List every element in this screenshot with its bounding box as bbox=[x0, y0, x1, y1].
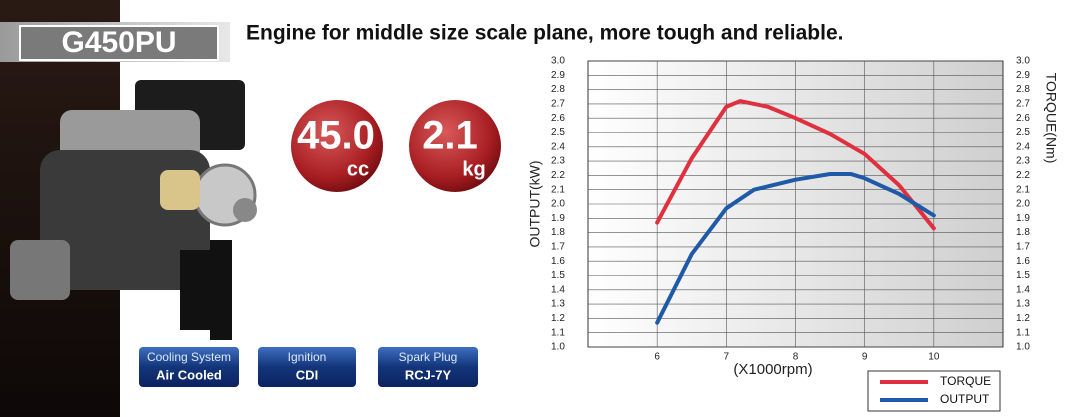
spec-value: Air Cooled bbox=[156, 367, 222, 382]
y2-axis-label: TORQUE(Nm) bbox=[1043, 73, 1059, 164]
y2-tick-label: 1.0 bbox=[1016, 342, 1030, 353]
badge-unit: cc bbox=[347, 158, 369, 180]
y2-tick-label: 2.7 bbox=[1016, 99, 1030, 110]
spec-label: Ignition bbox=[288, 350, 327, 364]
badge-unit: kg bbox=[462, 158, 485, 180]
y2-tick-label: 1.9 bbox=[1016, 213, 1030, 224]
y-tick-label: 1.2 bbox=[551, 313, 565, 324]
legend-label: OUTPUT bbox=[940, 392, 990, 406]
line-series bbox=[655, 99, 936, 231]
y-tick-label: 2.6 bbox=[551, 113, 565, 124]
y-tick-label: 1.9 bbox=[551, 213, 565, 224]
badge-value: 2.1 bbox=[422, 114, 478, 158]
y-tick-label: 1.1 bbox=[551, 327, 565, 338]
y2-tick-label: 2.8 bbox=[1016, 84, 1030, 95]
y2-tick-label: 2.2 bbox=[1016, 170, 1030, 181]
y-tick-label: 1.8 bbox=[551, 227, 565, 238]
engine-illustration bbox=[10, 80, 257, 340]
y2-tick-label: 2.9 bbox=[1016, 70, 1030, 81]
y2-tick-label: 2.1 bbox=[1016, 184, 1030, 195]
y-tick-label: 2.5 bbox=[551, 127, 565, 138]
x-axis-label: (X1000rpm) bbox=[733, 361, 812, 378]
y-tick-label: 3.0 bbox=[551, 56, 565, 67]
y2-tick-label: 3.0 bbox=[1016, 56, 1030, 67]
y2-tick-label: 2.4 bbox=[1016, 141, 1030, 152]
chart: 1.0 1.1 1.2 1.3 1.4 1.5 1.6 1.7 1.8 1.9 2.0 2.1 2.2 2… bbox=[551, 56, 1030, 363]
legend bbox=[867, 370, 1001, 412]
y2-tick-label: 1.8 bbox=[1016, 227, 1030, 238]
y-tick-label: 1.6 bbox=[551, 256, 565, 267]
y-tick-label: 2.4 bbox=[551, 141, 565, 152]
y-tick-label: 1.7 bbox=[551, 242, 565, 253]
spec-label: Cooling System bbox=[147, 350, 231, 364]
headline: Engine for middle size scale plane, more… bbox=[246, 22, 843, 45]
spec-label: Spark Plug bbox=[399, 350, 458, 364]
y-tick-label: 1.3 bbox=[551, 299, 565, 310]
y-tick-label: 2.0 bbox=[551, 199, 565, 210]
x-tick-label: 8 bbox=[793, 352, 799, 363]
y2-tick-label: 1.3 bbox=[1016, 299, 1030, 310]
x-tick-label: 10 bbox=[928, 352, 940, 363]
badge: 2.1 kg bbox=[409, 100, 501, 192]
y2-tick-label: 2.5 bbox=[1016, 127, 1030, 138]
x-tick-label: 9 bbox=[862, 352, 868, 363]
model-name: G450PU bbox=[61, 26, 176, 59]
y2-tick-label: 1.4 bbox=[1016, 284, 1030, 295]
spec-value: RCJ-7Y bbox=[405, 367, 452, 382]
y2-tick-label: 1.2 bbox=[1016, 313, 1030, 324]
y2-tick-label: 2.0 bbox=[1016, 199, 1030, 210]
spec-box: Cooling System Air Cooled bbox=[139, 347, 239, 387]
x-tick-label: 6 bbox=[654, 352, 660, 363]
y-axis-label: OUTPUT(kW) bbox=[527, 160, 543, 247]
y-tick-label: 1.5 bbox=[551, 270, 565, 281]
y-tick-label: 2.8 bbox=[551, 84, 565, 95]
badge-value: 45.0 bbox=[297, 114, 375, 158]
spec-box: Spark Plug RCJ-7Y bbox=[378, 347, 478, 387]
legend-label: TORQUE bbox=[940, 374, 991, 388]
y-tick-label: 2.1 bbox=[551, 184, 565, 195]
model-box bbox=[19, 25, 219, 61]
y-tick-label: 1.0 bbox=[551, 342, 565, 353]
y-tick-label: 2.3 bbox=[551, 156, 565, 167]
y2-tick-label: 1.5 bbox=[1016, 270, 1030, 281]
y-tick-label: 2.9 bbox=[551, 70, 565, 81]
y-tick-label: 2.7 bbox=[551, 99, 565, 110]
badge: 45.0 cc bbox=[291, 100, 383, 192]
y2-tick-label: 1.6 bbox=[1016, 256, 1030, 267]
x-tick-label: 7 bbox=[724, 352, 730, 363]
y2-tick-label: 2.6 bbox=[1016, 113, 1030, 124]
y2-tick-label: 2.3 bbox=[1016, 156, 1030, 167]
y-tick-label: 2.2 bbox=[551, 170, 565, 181]
y-tick-label: 1.4 bbox=[551, 284, 565, 295]
spec-value: CDI bbox=[296, 367, 318, 382]
line-series bbox=[655, 171, 936, 325]
y2-tick-label: 1.7 bbox=[1016, 242, 1030, 253]
spec-box: Ignition CDI bbox=[258, 347, 356, 387]
y2-tick-label: 1.1 bbox=[1016, 327, 1030, 338]
